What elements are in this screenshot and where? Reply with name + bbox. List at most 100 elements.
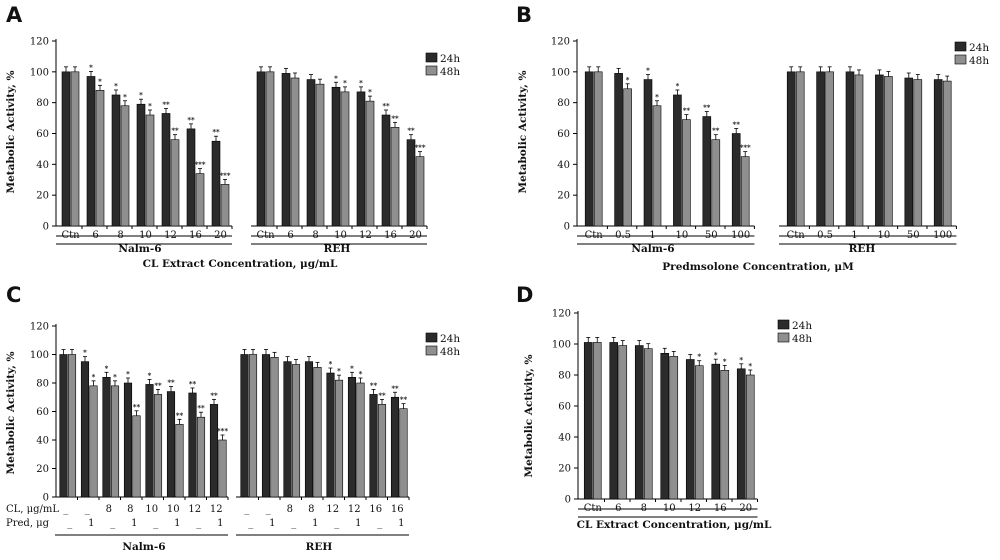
x-tick-label: Ctn — [256, 230, 275, 241]
y-tick-label: 120 — [552, 309, 571, 320]
bar-24h-group-3 — [660, 352, 670, 500]
bar-48h-Nalm-6-4 — [711, 139, 721, 227]
bar-48h-REH-4 — [365, 100, 375, 227]
bar-24h-REH-5 — [347, 376, 357, 498]
x-tick-label: 6 — [615, 503, 621, 514]
panel-a-xlabel: CL Extract Concentration, μg/mL — [143, 258, 338, 270]
significance-label: ** — [162, 100, 170, 109]
significance-label: * — [123, 92, 127, 101]
bar-24h-Nalm-6-0 — [59, 354, 68, 498]
panel-b-ylabel: Metabolic Activity, % — [517, 70, 529, 193]
significance-label: * — [329, 360, 333, 369]
panel-d-legend: 24h 48h — [777, 319, 812, 345]
bar-48h-REH-3 — [313, 367, 322, 498]
x-tick-label: 50 — [907, 230, 920, 241]
significance-label: ** — [683, 106, 691, 115]
legend-label-24h: 24h — [440, 333, 460, 345]
x-tick-label: 100 — [731, 230, 750, 241]
significance-label: ** — [382, 102, 390, 111]
panel-c-row-label-cl: CL, μg/mL — [6, 504, 59, 515]
y-tick-label: 120 — [551, 37, 570, 48]
y-tick-label: 80 — [36, 98, 49, 109]
significance-label: * — [723, 357, 727, 366]
y-tick-label: 60 — [558, 402, 571, 413]
bar-48h-Nalm-6-0 — [70, 71, 80, 227]
significance-label: ** — [210, 391, 218, 400]
bar-24h-REH-5 — [933, 79, 943, 227]
y-tick-label: 80 — [558, 371, 571, 382]
bar-48h-REH-5 — [942, 80, 952, 227]
x-tick-label: 20 — [739, 503, 752, 514]
bar-48h-REH-2 — [315, 83, 325, 227]
cl-dose-label: 12 — [326, 504, 339, 515]
y-tick-label: 0 — [565, 495, 571, 506]
legend-label-48h: 48h — [440, 346, 460, 358]
y-tick-label: 20 — [36, 191, 49, 202]
bar-24h-Nalm-6-3 — [136, 103, 146, 227]
bar-48h-Nalm-6-4 — [170, 139, 180, 227]
legend-label-24h: 24h — [969, 42, 989, 54]
bar-24h-REH-0 — [240, 354, 249, 498]
significance-label: ** — [133, 402, 141, 411]
cl-dose-label: _ — [85, 504, 90, 515]
bar-24h-REH-4 — [904, 77, 914, 227]
bar-24h-Nalm-6-6 — [211, 140, 221, 227]
y-tick-label: 60 — [36, 129, 49, 140]
significance-label: * — [739, 355, 743, 364]
chart-panel-a: 020406080100120Ctn**6**8**10****12*****1… — [30, 37, 428, 245]
y-tick-label: 120 — [30, 322, 49, 333]
significance-label: ** — [176, 411, 184, 420]
bar-48h-REH-4 — [913, 79, 923, 227]
y-tick-label: 0 — [564, 222, 570, 233]
bar-24h-Nalm-6-0 — [61, 71, 71, 227]
x-tick-label: 0.5 — [615, 230, 631, 241]
bar-24h-REH-2 — [283, 361, 292, 498]
cl-dose-label: 16 — [369, 504, 382, 515]
bar-24h-group-6 — [736, 368, 746, 500]
significance-label: * — [92, 372, 96, 381]
x-tick-label: 12 — [688, 503, 701, 514]
significance-label: * — [89, 63, 93, 72]
y-tick-label: 80 — [36, 379, 49, 390]
panel-b-legend: 24h 48h — [954, 41, 989, 67]
bar-48h-Nalm-6-1 — [95, 90, 105, 227]
panel-c-row-label-pred: Pred, μg — [6, 518, 50, 529]
bar-24h-REH-1 — [261, 354, 271, 498]
significance-label: *** — [217, 427, 228, 436]
y-tick-label: 40 — [36, 436, 49, 447]
x-tick-label: 16 — [714, 503, 727, 514]
x-tick-label: 10 — [139, 230, 152, 241]
y-tick-label: 100 — [551, 67, 570, 78]
legend-swatch-24h — [425, 332, 438, 343]
significance-label: ** — [733, 120, 741, 129]
x-tick-label: 16 — [384, 230, 397, 241]
pred-dose-label: _ — [153, 518, 158, 529]
chart-panel-d: 0 20 40 60 80 100 120 Ctn 6 8 10 * 12 * * 16 * * 20 — [552, 309, 758, 518]
chart-panel-c: 020406080100120__**_1**8_***81***10_****… — [30, 322, 410, 536]
x-tick-label: 20 — [409, 230, 422, 241]
significance-label: * — [98, 77, 102, 86]
bar-24h-Nalm-6-2 — [102, 376, 111, 498]
y-tick-label: 100 — [30, 350, 49, 361]
panel-a-group-reh: REH — [324, 243, 351, 255]
cl-dose-label: _ — [266, 504, 271, 515]
x-tick-label: 100 — [933, 230, 952, 241]
significance-label: * — [139, 91, 143, 100]
bar-48h-REH-5 — [356, 382, 365, 498]
significance-label: ** — [187, 115, 195, 124]
significance-label: ** — [197, 404, 205, 413]
significance-label: *** — [220, 171, 231, 180]
x-tick-label: 6 — [92, 230, 98, 241]
bar-24h-REH-5 — [381, 114, 391, 227]
bar-48h-Nalm-6-2 — [652, 105, 662, 227]
significance-label: ** — [703, 103, 711, 112]
x-tick-label: 50 — [705, 230, 718, 241]
bar-24h-REH-4 — [356, 91, 366, 227]
panel-b-xlabel: Predmsolone Concentration, μM — [662, 261, 854, 273]
bar-24h-REH-2 — [845, 71, 855, 227]
y-tick-label: 40 — [36, 160, 49, 171]
bar-48h-REH-2 — [854, 74, 864, 227]
significance-label: * — [334, 74, 338, 83]
pred-dose-label: _ — [377, 518, 382, 529]
